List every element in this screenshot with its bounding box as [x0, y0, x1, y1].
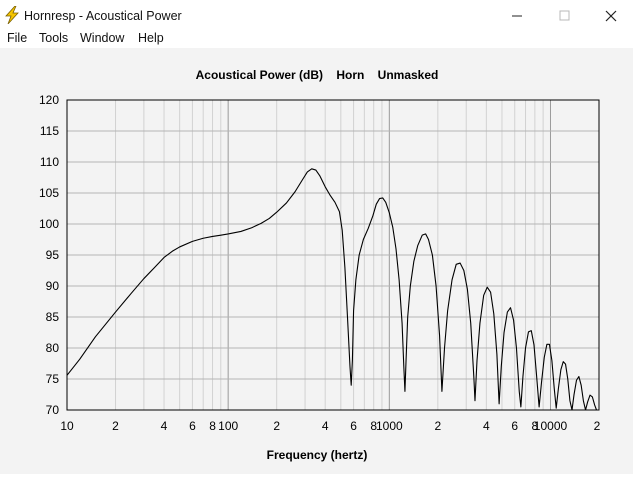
x-tick-label: 2	[594, 419, 601, 433]
minimize-button[interactable]	[494, 0, 540, 30]
x-tick-label: 1000	[376, 419, 403, 433]
y-tick-label: 75	[46, 372, 60, 386]
x-tick-label: 4	[483, 419, 490, 433]
y-tick-label: 115	[40, 124, 59, 138]
chart-grid	[67, 100, 599, 410]
series-line	[66, 168, 599, 411]
x-tick-label: 6	[350, 419, 357, 433]
maximize-icon	[559, 10, 570, 21]
y-tick-label: 95	[46, 248, 60, 262]
title-bar[interactable]: Hornresp - Acoustical Power	[0, 0, 633, 30]
x-tick-label: 2	[273, 419, 280, 433]
menu-bar: File Tools Window Help	[0, 30, 633, 48]
minimize-icon	[512, 15, 522, 17]
maximize-button[interactable]	[541, 0, 587, 30]
acoustical-power-chart: Acoustical Power (dB) Horn Unmasked 70 75…	[39, 68, 601, 462]
window-title: Hornresp - Acoustical Power	[24, 9, 182, 23]
bottom-edge	[0, 474, 633, 481]
y-tick-label: 80	[46, 341, 60, 355]
x-tick-label: 6	[511, 419, 518, 433]
x-tick-label: 2	[434, 419, 441, 433]
y-tick-label: 90	[46, 279, 60, 293]
chart-title: Acoustical Power (dB) Horn Unmasked	[196, 68, 439, 82]
x-tick-label: 10000	[534, 419, 568, 433]
menu-file[interactable]: File	[7, 31, 28, 45]
y-tick-label: 105	[39, 186, 59, 200]
x-tick-label: 8	[209, 419, 216, 433]
plot-frame	[66, 99, 600, 411]
lightning-bolt-icon	[5, 6, 19, 24]
x-tick-label: 8	[370, 419, 377, 433]
menu-tools[interactable]: Tools	[39, 31, 69, 45]
y-tick-label: 120	[39, 93, 59, 107]
menu-help[interactable]: Help	[138, 31, 164, 45]
x-axis-label: Frequency (hertz)	[267, 448, 368, 462]
x-tick-label: 10	[60, 419, 74, 433]
close-button[interactable]	[587, 0, 633, 30]
x-tick-label: 4	[161, 419, 168, 433]
y-tick-label: 70	[46, 403, 60, 417]
x-tick-label: 4	[322, 419, 329, 433]
menu-window[interactable]: Window	[80, 31, 125, 45]
y-tick-label: 110	[40, 155, 59, 169]
x-tick-label: 6	[189, 419, 196, 433]
close-icon	[605, 10, 617, 22]
chart-area: Acoustical Power (dB) Horn Unmasked 70 75…	[0, 48, 633, 481]
y-tick-label: 100	[39, 217, 59, 231]
x-tick-label: 100	[218, 419, 238, 433]
x-tick-label: 2	[112, 419, 119, 433]
series-layer	[66, 168, 599, 411]
x-tick-label: 8	[532, 419, 539, 433]
y-axis-ticks: 70 75 80 85 90 95 100 105 110 115 120	[39, 93, 59, 417]
y-tick-label: 85	[46, 310, 60, 324]
